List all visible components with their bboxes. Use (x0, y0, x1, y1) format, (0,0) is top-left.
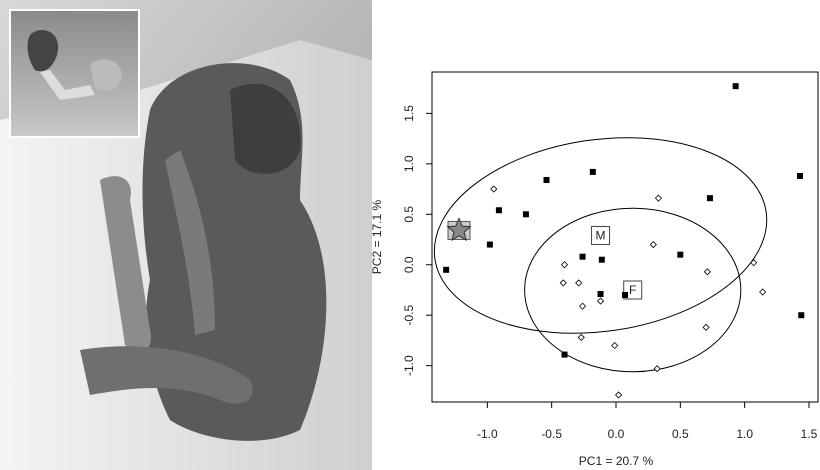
point (523, 211, 529, 217)
centroid-label: F (629, 283, 636, 297)
point (760, 289, 766, 295)
point (590, 169, 596, 175)
plot-frame (432, 72, 818, 402)
x-tick-label: 1.0 (736, 427, 753, 441)
point (580, 303, 586, 309)
x-axis-label: PC1 = 20.7 % (579, 454, 654, 468)
x-tick-label: 0.0 (608, 427, 625, 441)
x-tick-label: -0.5 (541, 427, 562, 441)
point (655, 195, 661, 201)
point (612, 342, 618, 348)
point (677, 252, 683, 258)
inset-photo (10, 10, 139, 137)
y-tick-label: -1.0 (402, 355, 416, 376)
point (598, 291, 604, 297)
point (704, 269, 710, 275)
y-tick-label: -0.5 (402, 305, 416, 326)
point (580, 254, 586, 260)
x-tick-label: 0.5 (672, 427, 689, 441)
centroid-label: M (596, 229, 606, 243)
point (733, 83, 739, 89)
point (707, 195, 713, 201)
point (751, 260, 757, 266)
point (798, 312, 804, 318)
point (578, 334, 584, 340)
point (576, 280, 582, 286)
point (703, 324, 709, 330)
point (650, 242, 656, 248)
point (491, 186, 497, 192)
x-tick-label: 1.5 (801, 427, 818, 441)
point (797, 173, 803, 179)
point (562, 352, 568, 358)
point (443, 267, 449, 273)
point (560, 280, 566, 286)
point (599, 257, 605, 263)
y-axis-label: PC2 = 17.1 % (370, 199, 384, 274)
point (562, 262, 568, 268)
point (654, 366, 660, 372)
point (544, 177, 550, 183)
point (622, 292, 628, 298)
y-tick-label: 0.5 (402, 206, 416, 223)
figure: PC1 = 20.7 % PC2 = 17.1 % -1.0 -0.5 0.0 0.5… (0, 0, 820, 470)
x-tick-label: -1.0 (477, 427, 498, 441)
y-tick-label: 0.0 (402, 256, 416, 273)
y-tick-label: 1.0 (402, 155, 416, 172)
point (496, 207, 502, 213)
point (598, 298, 604, 304)
point (616, 392, 622, 398)
point (487, 242, 493, 248)
y-tick-label: 1.5 (402, 105, 416, 122)
